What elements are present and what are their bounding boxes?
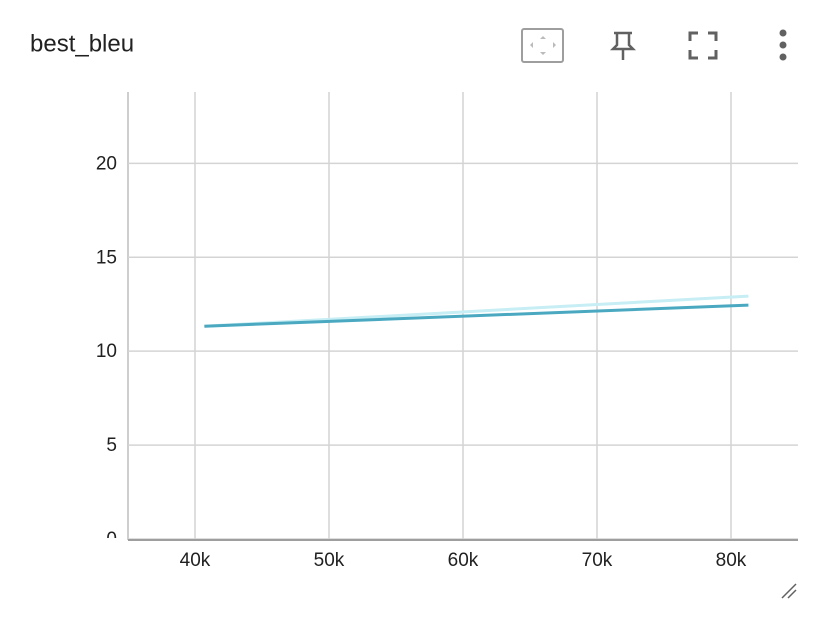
chart-title: best_bleu xyxy=(30,30,134,57)
more-icon[interactable] xyxy=(779,29,787,61)
series-line xyxy=(204,303,749,328)
y-tick-label: 10 xyxy=(96,341,117,362)
x-tick-label: 80k xyxy=(716,550,747,571)
x-tick-label: 50k xyxy=(314,550,345,571)
fit-domain-icon[interactable] xyxy=(521,28,564,63)
y-tick-label: 20 xyxy=(96,153,117,174)
y-tick-label: 15 xyxy=(96,247,117,268)
y-tick-label: 0 xyxy=(106,529,117,550)
pin-icon[interactable] xyxy=(609,31,637,60)
x-tick-label: 70k xyxy=(582,550,613,571)
x-tick-label: 60k xyxy=(448,550,479,571)
y-tick-label: 5 xyxy=(106,435,117,456)
series-line xyxy=(204,294,749,328)
x-tick-label: 40k xyxy=(180,550,211,571)
fullscreen-icon[interactable] xyxy=(688,31,718,60)
resize-handle[interactable] xyxy=(781,583,797,599)
